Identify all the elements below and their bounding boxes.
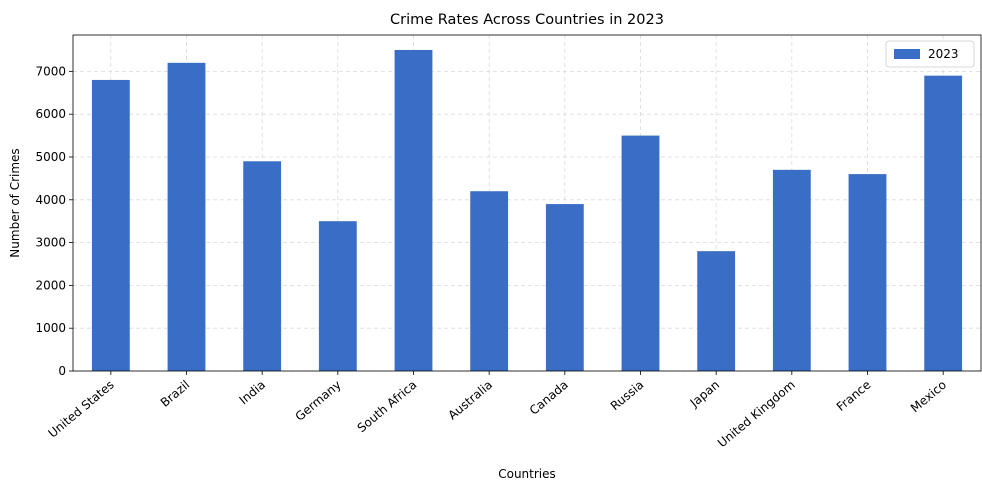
chart-title: Crime Rates Across Countries in 2023 bbox=[390, 12, 664, 28]
x-tick-label: United States bbox=[46, 378, 117, 441]
y-tick-label: 1000 bbox=[35, 321, 66, 335]
legend: 2023 bbox=[885, 40, 975, 68]
y-tick-label: 7000 bbox=[35, 64, 66, 78]
bar bbox=[848, 174, 887, 371]
axes bbox=[72, 34, 982, 372]
legend-box bbox=[885, 40, 975, 68]
bar bbox=[470, 191, 509, 371]
y-tick-label: 0 bbox=[58, 364, 66, 378]
y-tick-label: 2000 bbox=[35, 278, 66, 292]
x-axis-title: Countries bbox=[498, 467, 556, 481]
y-axis-title: Number of Crimes bbox=[8, 148, 22, 257]
y-tick-label: 6000 bbox=[35, 107, 66, 121]
x-tick-label: South Africa bbox=[355, 378, 420, 436]
x-tick-label: Mexico bbox=[908, 378, 949, 416]
y-tick-label: 4000 bbox=[35, 193, 66, 207]
bar bbox=[621, 135, 660, 371]
legend-label: 2023 bbox=[928, 47, 959, 61]
bar bbox=[91, 79, 130, 371]
y-tick-label: 5000 bbox=[35, 150, 66, 164]
x-tick-label: Australia bbox=[445, 378, 495, 423]
y-axis-ticks: 0 1000 2000 3000 4000 5000 6000 7000 bbox=[35, 64, 73, 378]
x-tick-label: United Kingdom bbox=[715, 378, 798, 451]
bar bbox=[924, 75, 963, 372]
x-tick-label: Russia bbox=[608, 378, 647, 414]
bar bbox=[545, 204, 584, 371]
y-tick-label: 3000 bbox=[35, 236, 66, 250]
grid-lines bbox=[73, 35, 981, 372]
x-tick-label: Canada bbox=[527, 378, 571, 418]
x-tick-label: Brazil bbox=[158, 378, 193, 410]
x-tick-label: France bbox=[834, 378, 874, 414]
bar bbox=[243, 161, 282, 371]
bar bbox=[318, 221, 357, 371]
bar bbox=[394, 49, 433, 371]
bar bbox=[167, 62, 206, 371]
x-tick-label: India bbox=[237, 378, 269, 408]
x-tick-label: Japan bbox=[687, 378, 722, 411]
bar bbox=[697, 251, 736, 371]
legend-swatch bbox=[894, 49, 920, 59]
bar bbox=[772, 169, 811, 371]
plot-frame bbox=[72, 34, 982, 372]
bars bbox=[91, 49, 963, 372]
x-axis-ticks: United States Brazil India Germany South Afr… bbox=[46, 371, 949, 451]
x-tick-label: Germany bbox=[293, 378, 344, 424]
